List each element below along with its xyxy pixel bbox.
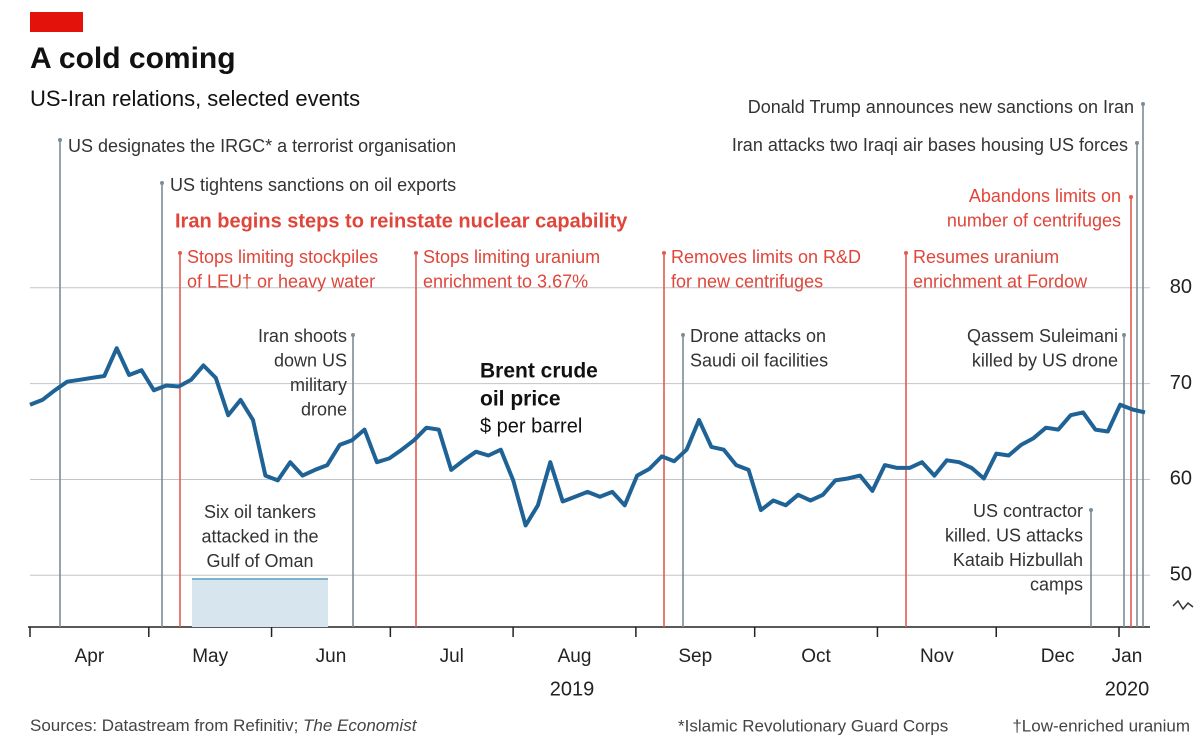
x-tick-label: Nov (920, 646, 954, 667)
chart-title: A cold coming (30, 42, 236, 75)
annotation: number of centrifuges (947, 210, 1121, 230)
y-tick-label: 60 (1170, 468, 1192, 490)
annotation: Kataib Hizbullah (953, 550, 1083, 570)
event-dot (1141, 102, 1145, 106)
annotation: Donald Trump announces new sanctions on … (748, 97, 1134, 117)
annotation: drone (301, 399, 347, 419)
annotation: for new centrifuges (671, 271, 823, 291)
event-period (192, 579, 328, 627)
event-dot (1089, 508, 1093, 512)
event-dot (178, 251, 182, 255)
year-label: 2019 (550, 678, 595, 700)
x-tick-label: Aug (558, 646, 592, 667)
x-tick-label: Jun (316, 646, 347, 667)
annotation: Six oil tankers (204, 502, 316, 522)
x-tick-label: Oct (801, 646, 831, 667)
annotation: US designates the IRGC* a terrorist orga… (68, 136, 456, 156)
event-dot (1135, 141, 1139, 145)
footnote: *Islamic Revolutionary Guard Corps (678, 716, 948, 735)
event-dot (904, 251, 908, 255)
annotation: Saudi oil facilities (690, 350, 828, 370)
annotation: killed. US attacks (945, 525, 1083, 545)
year-label: 2020 (1105, 678, 1150, 700)
y-tick-label: 70 (1170, 372, 1192, 394)
annotation: Drone attacks on (690, 326, 826, 346)
annotation: Stops limiting uranium (423, 247, 600, 267)
brand-tag (30, 12, 83, 32)
annotation: US contractor (973, 501, 1083, 521)
annotation: attacked in the (201, 526, 318, 546)
source-italic: The Economist (303, 716, 418, 735)
annotation: Iran attacks two Iraqi air bases housing… (732, 135, 1128, 155)
event-dot (1129, 195, 1133, 199)
annotation: killed by US drone (972, 350, 1118, 370)
price-line (29, 346, 1146, 528)
annotation: enrichment at Fordow (913, 271, 1088, 291)
source-text: Sources: Datastream from Refinitiv; (30, 716, 303, 735)
x-tick-label: May (192, 646, 228, 667)
event-dot (681, 333, 685, 337)
annotation: Resumes uranium (913, 247, 1059, 267)
annotation: down US (274, 350, 347, 370)
chart-subtitle: US-Iran relations, selected events (30, 86, 360, 111)
annotation: Removes limits on R&D (671, 247, 861, 267)
annotation: Qassem Suleimani (967, 326, 1118, 346)
annotation: Stops limiting stockpiles (187, 247, 378, 267)
annotation: camps (1030, 574, 1083, 594)
footnote: †Low-enriched uranium (1012, 716, 1190, 735)
axis-break (1172, 599, 1194, 611)
x-tick-label: Jul (440, 646, 464, 667)
annotation: Gulf of Oman (206, 551, 313, 571)
event-dot (1122, 333, 1126, 337)
annotation: Iran begins steps to reinstate nuclear c… (175, 210, 628, 232)
event-dot (662, 251, 666, 255)
x-tick-label: Dec (1041, 646, 1075, 667)
event-dot (58, 138, 62, 142)
annotation: Abandons limits on (969, 186, 1121, 206)
series-label: oil price (480, 388, 561, 411)
event-dot (160, 181, 164, 185)
y-tick-label: 50 (1170, 564, 1192, 586)
series-unit: $ per barrel (480, 415, 582, 437)
annotation: of LEU† or heavy water (187, 271, 375, 291)
annotation: US tightens sanctions on oil exports (170, 175, 456, 195)
x-tick-label: Apr (75, 646, 105, 667)
annotation: enrichment to 3.67% (423, 271, 588, 291)
y-tick-label: 80 (1170, 276, 1192, 298)
event-dot (414, 251, 418, 255)
event-dot (351, 333, 355, 337)
x-tick-label: Jan (1112, 646, 1143, 667)
x-tick-label: Sep (678, 646, 712, 667)
annotation: military (290, 375, 347, 395)
series-label: Brent crude (480, 360, 598, 383)
annotation: Iran shoots (258, 326, 347, 346)
sources: Sources: Datastream from Refinitiv; The … (30, 716, 418, 735)
